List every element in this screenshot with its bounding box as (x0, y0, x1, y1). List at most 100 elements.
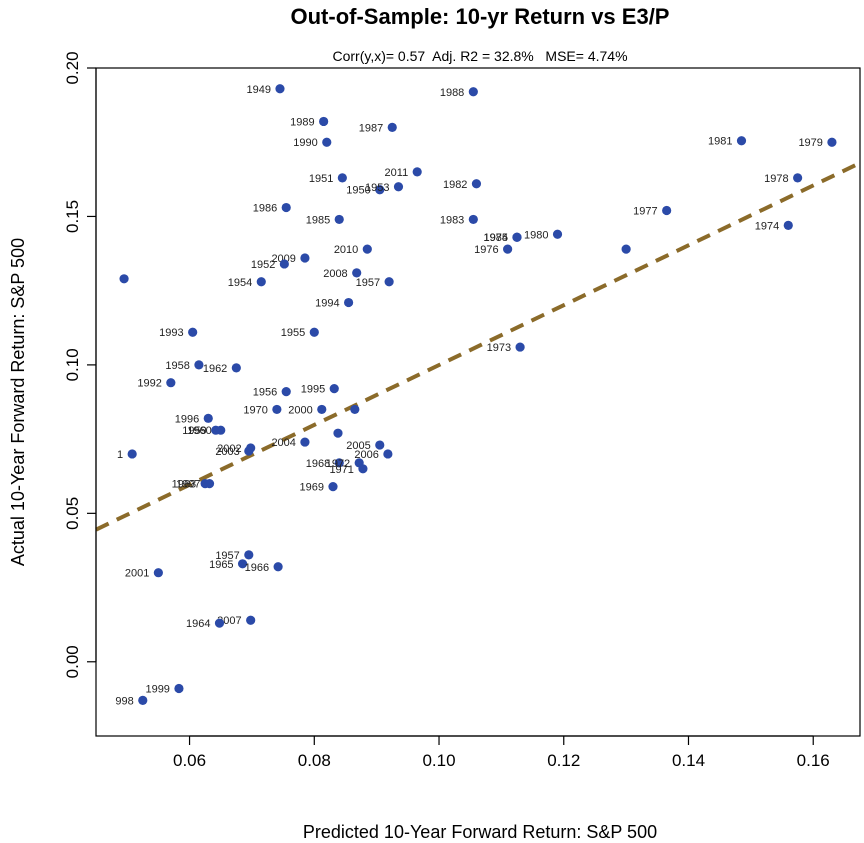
point-label: 1960 (187, 425, 211, 437)
point-label: 1 (117, 449, 123, 461)
point-label: 1950 (346, 185, 370, 197)
data-point (119, 274, 129, 284)
point-label: 1964 (186, 618, 210, 630)
point-label: 1984 (483, 232, 507, 244)
point-label: 2011 (385, 167, 409, 179)
point-label: 1979 (798, 137, 822, 149)
point-label: 1995 (301, 384, 325, 396)
data-point (300, 253, 310, 263)
data-point (334, 214, 344, 225)
point-label: 2008 (323, 268, 347, 280)
data-point (319, 116, 329, 127)
data-point (384, 277, 394, 287)
regression-fit-line (95, 161, 861, 532)
data-point (273, 562, 283, 572)
point-label: 1969 (300, 482, 324, 494)
point-label: 2009 (271, 253, 295, 265)
point-label: 1972 (326, 458, 350, 470)
point-label: 1989 (290, 116, 314, 128)
data-point (503, 244, 513, 254)
y-tick-label: 0.15 (63, 200, 82, 233)
point-label: 1974 (755, 220, 779, 232)
point-label: 2010 (334, 244, 358, 256)
point-label: 1983 (440, 214, 464, 226)
point-label: 1993 (159, 327, 183, 339)
data-point (337, 173, 347, 183)
point-label: 1986 (253, 203, 277, 215)
data-point (246, 615, 256, 625)
point-label: 1994 (315, 298, 339, 310)
point-label: 2001 (125, 568, 149, 580)
data-point (375, 440, 385, 450)
data-point (281, 387, 291, 397)
data-point (281, 202, 291, 213)
chart-title: Out-of-Sample: 10-yr Return vs E3/P (291, 4, 670, 29)
y-tick-label: 0.10 (63, 348, 82, 381)
data-point (552, 229, 563, 239)
y-axis-label: Actual 10-Year Forward Return: S&P 500 (8, 238, 28, 566)
point-label: 1955 (281, 327, 305, 339)
point-label: 998 (115, 695, 133, 707)
data-point (387, 122, 397, 132)
point-label: 2003 (215, 446, 239, 458)
point-label: 1963 (172, 479, 196, 491)
x-tick-label: 0.16 (797, 751, 830, 770)
data-point (333, 428, 343, 438)
point-label: 1976 (474, 244, 498, 256)
data-point (512, 232, 522, 242)
x-tick-label: 0.06 (173, 751, 206, 770)
point-label: 1959 (182, 425, 206, 437)
point-label: 1999 (145, 683, 169, 695)
data-point (300, 437, 310, 447)
data-point (322, 137, 332, 147)
point-label: 1992 (137, 378, 161, 390)
data-point (352, 268, 362, 278)
point-label: 1953 (365, 182, 389, 194)
point-label: 1957 (356, 277, 380, 289)
point-label: 1968 (306, 458, 330, 470)
data-point (275, 84, 285, 94)
data-point (334, 458, 344, 468)
data-point (188, 327, 198, 337)
point-label: 1980 (524, 229, 548, 241)
point-label: 1975 (483, 232, 507, 244)
point-label: 1977 (633, 206, 657, 218)
data-point (362, 244, 372, 254)
point-label: 1988 (440, 87, 464, 99)
y-axis: 0.00 0.05 0.10 0.15 0.20 (63, 51, 97, 678)
data-point (827, 137, 837, 147)
data-point (256, 277, 266, 287)
point-label: 1978 (764, 173, 788, 185)
point-label: 1957 (215, 550, 239, 562)
data-point (468, 87, 478, 97)
data-point (343, 297, 354, 308)
point-label: 1962 (203, 363, 227, 375)
point-label: 2006 (354, 449, 378, 461)
data-point (272, 404, 282, 415)
point-label: 2005 (346, 440, 370, 452)
y-tick-label: 0.20 (63, 51, 82, 84)
point-label: 1982 (443, 179, 467, 191)
data-point (358, 464, 368, 474)
data-point (309, 327, 319, 337)
point-label: 1951 (309, 173, 333, 185)
point-label: 1956 (253, 387, 277, 399)
x-tick-label: 0.10 (422, 751, 455, 770)
data-point (412, 167, 422, 177)
data-point (211, 425, 221, 435)
data-point (621, 244, 631, 254)
plot-frame (95, 67, 861, 737)
data-point (350, 404, 360, 415)
data-point (246, 443, 256, 453)
point-label: 1966 (245, 562, 269, 574)
y-tick-label: 0.00 (63, 645, 82, 678)
data-point (328, 482, 338, 492)
data-point (317, 404, 327, 415)
data-point (214, 618, 225, 628)
chart-subtitle: Corr(y,x)= 0.57 Adj. R2 = 32.8% MSE= 4.7… (332, 48, 627, 64)
point-label: 1987 (359, 122, 383, 134)
x-axis: 0.06 0.08 0.10 0.12 0.14 0.16 (173, 735, 830, 770)
data-point (279, 259, 289, 269)
data-point (194, 360, 204, 370)
point-label: 1970 (243, 404, 267, 416)
